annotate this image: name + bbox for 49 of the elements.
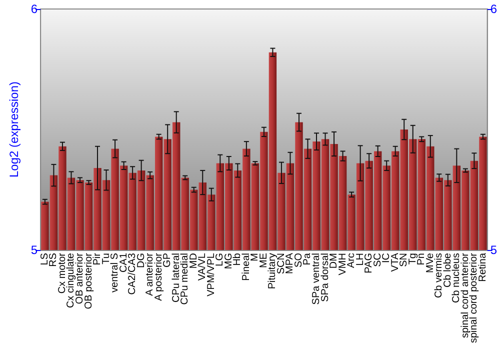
- x-tick-label: GP: [162, 252, 174, 268]
- x-tick-label: Tu: [100, 253, 112, 264]
- x-tick-label: VPM/VPL: [206, 252, 217, 296]
- x-tick-label: MPA: [284, 252, 296, 274]
- x-tick-label: OB anterior: [74, 252, 86, 304]
- x-tick-label: CA2/CA3: [127, 252, 138, 295]
- x-tick-label: Cb nucleus: [451, 253, 462, 304]
- x-tick-label: LS: [39, 252, 50, 266]
- x-tick-label: ME: [258, 252, 270, 268]
- x-tick-label: Retina: [477, 252, 488, 282]
- x-tick-label: DM: [328, 253, 340, 269]
- x-tick-label: RS: [48, 252, 60, 267]
- y2-tick-label: 6: [490, 2, 498, 16]
- x-tick-label: Hb: [232, 252, 244, 266]
- y-axis-title: Log2 (expression): [7, 81, 21, 178]
- x-tick-label: LH: [354, 253, 366, 266]
- x-tick-label: Arc: [346, 253, 358, 268]
- x-tick-label: SN: [398, 253, 410, 267]
- x-tick-label: Tg: [407, 253, 418, 265]
- x-tick-label: IC: [381, 253, 392, 263]
- x-tick-label: Pn: [416, 253, 428, 266]
- x-tick-label: CA1: [118, 252, 130, 272]
- x-tick-label: M: [250, 253, 261, 262]
- x-tick-label: A posterior: [153, 252, 164, 301]
- x-tick-label: MG: [223, 252, 234, 270]
- x-tick-label: DG: [136, 252, 147, 268]
- x-tick-label: spinal cord anterior: [460, 252, 471, 338]
- y2-tick-label: 5: [490, 243, 498, 257]
- x-tick-label: VMH: [337, 253, 348, 276]
- x-tick-label: A anterior: [144, 252, 156, 296]
- x-tick-label: Pineal: [240, 253, 252, 281]
- x-tick-label: SO: [293, 252, 304, 268]
- x-tick-label: CPu medial: [180, 253, 191, 305]
- x-tick-label: Pa: [302, 252, 314, 266]
- x-tick-label: spinal cord posterior: [468, 252, 480, 344]
- x-tick-label: ventral S: [110, 252, 121, 292]
- x-tick-label: SC: [372, 253, 384, 267]
- x-tick-label: Cx motor: [56, 252, 68, 294]
- x-tick-label: Pituitary: [267, 253, 278, 290]
- x-tick-label: Cx cingulate: [66, 252, 77, 308]
- x-tick-label: PAG: [364, 252, 375, 274]
- x-tick-label: Pir: [92, 252, 104, 266]
- x-tick-label: LG: [214, 252, 226, 266]
- x-tick-label: MVe: [424, 252, 436, 274]
- x-tick-label: Cb lobe: [442, 252, 454, 288]
- x-tick-label: OB posterior: [83, 252, 94, 310]
- x-tick-label: SPa dorsal: [320, 253, 331, 302]
- x-tick-label: VTA: [390, 252, 401, 272]
- x-tick-label: SCN: [276, 253, 287, 274]
